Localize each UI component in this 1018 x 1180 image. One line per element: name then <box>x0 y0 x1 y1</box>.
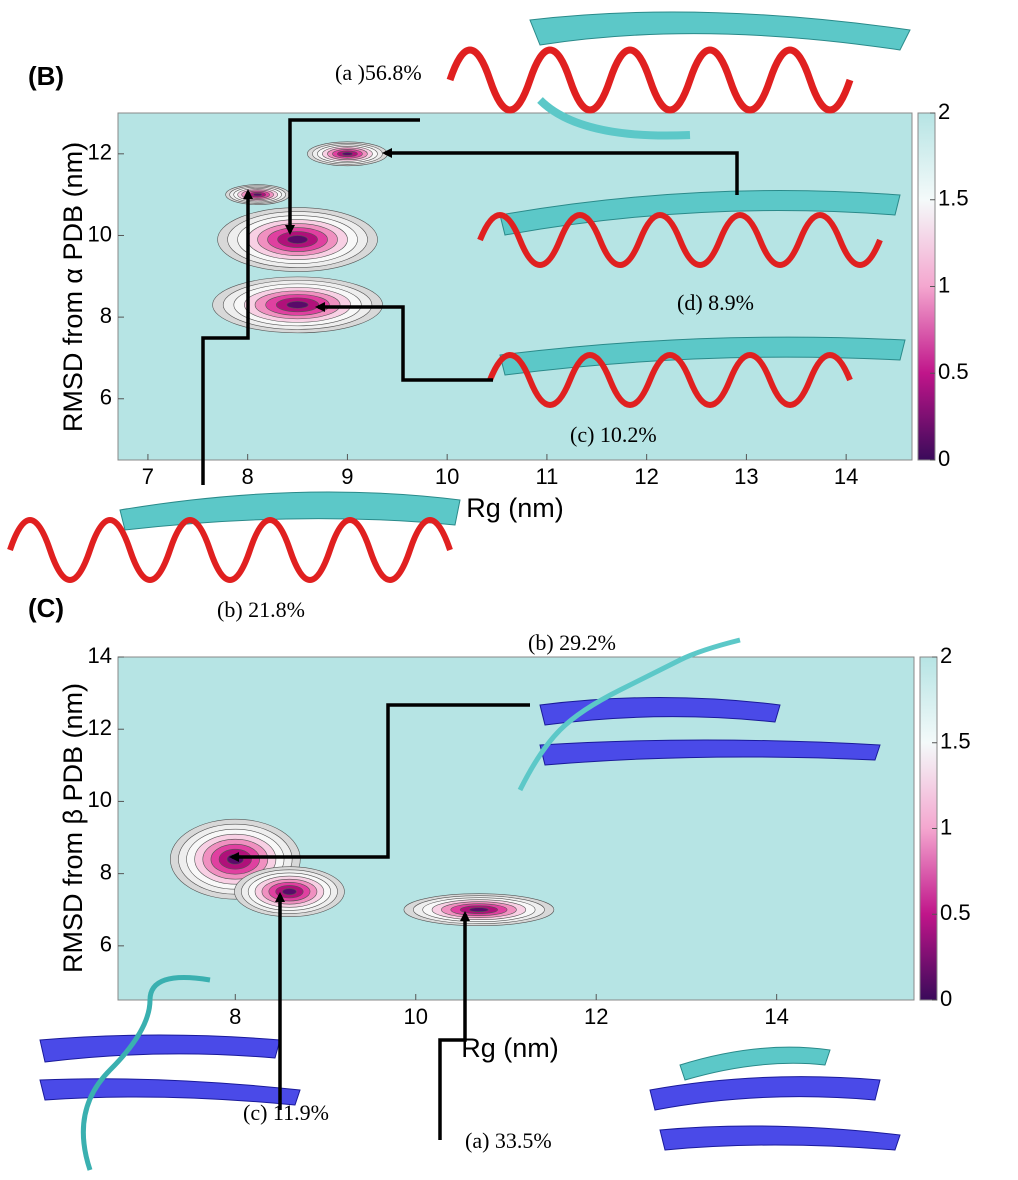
y-tick-label: 12 <box>88 140 112 165</box>
arrow <box>285 118 420 235</box>
x-tick-label: 14 <box>834 464 858 489</box>
y-tick-label: 14 <box>88 643 112 668</box>
contour-level <box>469 907 489 913</box>
annotation: (b) 21.8% <box>217 597 305 622</box>
x-axis-label: Rg (nm) <box>466 493 564 523</box>
x-tick-label: 10 <box>404 1004 428 1029</box>
x-tick-label: 8 <box>242 464 254 489</box>
arrow <box>382 148 739 195</box>
y-axis-label: RMSD from β PDB (nm) <box>58 683 88 973</box>
proteins <box>7 11 911 1171</box>
contour-level <box>253 193 262 197</box>
x-tick-label: 10 <box>435 464 459 489</box>
x-tick-label: 12 <box>584 1004 608 1029</box>
arrow <box>438 911 470 1140</box>
colorbar-tick-label: 1.5 <box>940 729 971 754</box>
colorbar-tick-label: 2 <box>938 99 950 124</box>
y-axis-label: RMSD from α PDB (nm) <box>58 142 88 432</box>
colorbar-tick-label: 0 <box>938 446 950 471</box>
annotation: (d) 8.9% <box>677 290 754 315</box>
colorbar-tick-label: 2 <box>940 643 952 668</box>
y-tick-label: 10 <box>88 787 112 812</box>
contour-level <box>282 888 297 896</box>
colorbar-tick-label: 0.5 <box>938 359 969 384</box>
annotation: (a) 33.5% <box>465 1128 552 1153</box>
x-tick-label: 7 <box>142 464 154 489</box>
colorbar-tick-label: 1.5 <box>938 186 969 211</box>
arrow <box>315 302 493 382</box>
panel-label: (B) <box>28 61 64 91</box>
panel-label: (C) <box>28 593 64 623</box>
arrow <box>229 703 530 862</box>
x-tick-label: 13 <box>734 464 758 489</box>
annotation: (c) 10.2% <box>570 422 657 447</box>
contour-level <box>287 235 308 244</box>
x-axis-label: Rg (nm) <box>461 1033 559 1063</box>
x-tick-label: 9 <box>341 464 353 489</box>
y-tick-label: 12 <box>88 715 112 740</box>
x-tick-label: 8 <box>229 1004 241 1029</box>
colorbar-tick-label: 1 <box>940 814 952 839</box>
colorbar-tick-label: 0.5 <box>940 900 971 925</box>
y-tick-label: 10 <box>88 221 112 246</box>
x-tick-label: 12 <box>634 464 658 489</box>
arrow <box>201 189 253 485</box>
x-tick-label: 11 <box>535 464 558 489</box>
contour-level <box>286 301 309 309</box>
colorbar-tick-label: 0 <box>940 986 952 1011</box>
y-tick-label: 8 <box>100 303 112 328</box>
y-tick-label: 6 <box>100 385 112 410</box>
y-tick-label: 6 <box>100 932 112 957</box>
colorbar-tick-label: 1 <box>938 272 950 297</box>
annotation: (a )56.8% <box>335 60 422 85</box>
contour-level <box>342 152 353 156</box>
arrows <box>201 118 739 1140</box>
x-tick-label: 14 <box>764 1004 788 1029</box>
annotation: (c) 11.9% <box>243 1100 329 1125</box>
annotation: (b) 29.2% <box>528 630 616 655</box>
y-tick-label: 8 <box>100 859 112 884</box>
